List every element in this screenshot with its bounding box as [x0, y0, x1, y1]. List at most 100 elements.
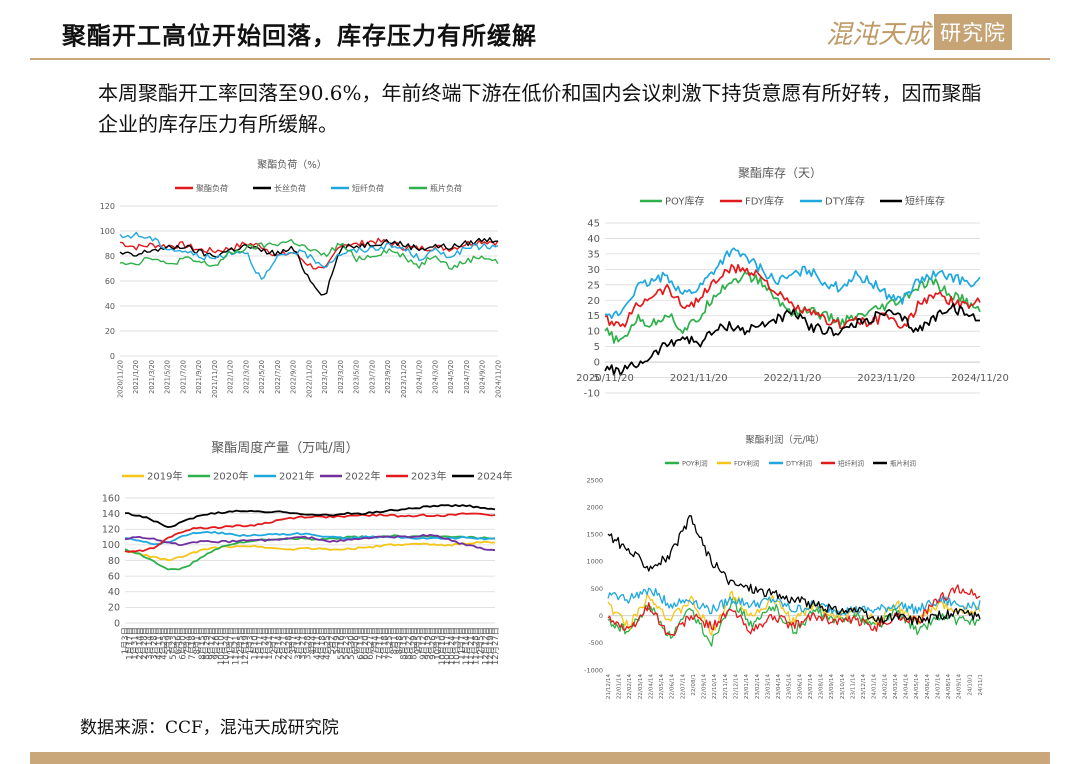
x-tick-label: 23/05/14	[787, 674, 793, 700]
x-tick-label: 10月17日	[442, 627, 452, 665]
x-tick-label: 23/06/14	[797, 674, 803, 700]
x-tick-label: 3月14日	[144, 627, 154, 660]
x-tick-label: 24/03/14	[893, 674, 899, 700]
y-tick-label: 100	[102, 540, 120, 551]
x-tick-label: 21/12/14	[606, 674, 612, 700]
series-line-2	[604, 247, 981, 320]
y-tick-label: -10	[584, 389, 600, 400]
y-tick-label: 120	[102, 525, 120, 536]
x-tick-label: 23/04/14	[776, 674, 782, 700]
y-tick-label: 2500	[586, 476, 603, 484]
y-tick-label: 80	[108, 556, 120, 567]
x-tick-label: 9月12日	[418, 627, 428, 660]
x-tick-label: 2021/1/20	[132, 360, 140, 394]
series-line-1	[604, 263, 981, 330]
x-tick-label: 1月3日	[245, 627, 255, 654]
x-tick-label: 9月26日	[211, 627, 221, 660]
legend-label: 短纤利润	[838, 458, 864, 467]
x-tick-label: 7月4日	[182, 627, 192, 654]
legend-label: POY利润	[682, 458, 708, 467]
x-tick-label: 3月28日	[303, 627, 313, 660]
x-tick-label: 23/08/14	[819, 674, 825, 700]
x-tick-label: 1月31日	[130, 627, 140, 660]
x-tick-label: 2022/11/20	[305, 360, 313, 398]
series-line-4	[124, 512, 496, 553]
x-tick-label: 2020/11/20	[116, 360, 124, 398]
x-tick-label: 2021/11/20	[211, 360, 219, 398]
x-tick-label: 2024/9/20	[479, 360, 487, 394]
x-tick-label: 10月31日	[452, 627, 462, 665]
legend-label: FDY利润	[734, 458, 759, 467]
x-tick-label: 2022/5/20	[258, 360, 266, 394]
chart-title: 聚酯利润（元/吨）	[745, 434, 824, 446]
x-tick-label: 23/07/14	[808, 674, 814, 700]
x-tick-label: 2023/11/20	[400, 360, 408, 398]
y-tick-label: 120	[100, 202, 115, 211]
x-tick-label: 23/11/14	[850, 674, 856, 700]
y-tick-label: -1000	[584, 666, 603, 674]
x-tick-label: 24/11/1	[978, 674, 984, 696]
x-tick-label: 1月31日	[264, 627, 274, 660]
x-axis: 21/12/14 22/01/14 22/02/14 22/03/14 22/04/14…	[606, 674, 984, 700]
x-tick-label: 24/05/14	[914, 674, 920, 700]
x-tick-label: 11月28日	[471, 627, 481, 665]
x-tick-label: 23/12/14	[861, 674, 867, 700]
x-tick-label: 11月21日	[231, 627, 241, 665]
series-line-1	[124, 534, 496, 571]
x-tick-label: 6月27日	[365, 627, 375, 660]
x-tick-label: 5月9日	[331, 627, 341, 654]
y-tick-label: 80	[105, 252, 115, 261]
x-tick-label: 4月11日	[154, 627, 164, 660]
x-tick-label: 4月11日	[312, 627, 322, 660]
x-tick-label: 8月29日	[202, 627, 212, 660]
legend-label: 长丝负荷	[274, 183, 306, 193]
series-line-4	[607, 515, 981, 626]
x-tick-label: 24/04/14	[904, 674, 910, 700]
x-tick-label: 12月19日	[240, 627, 250, 665]
x-tick-label: 22/04/14	[649, 674, 655, 700]
x-tick-label: 7月25日	[384, 627, 394, 660]
x-tick-label: 23/03/14	[765, 674, 771, 700]
y-tick-label: 2000	[586, 503, 603, 511]
x-tick-label: 2023/9/20	[384, 360, 392, 394]
legend-label: 2019年	[147, 470, 182, 483]
y-tick-label: 15	[587, 311, 600, 322]
data-source: 数据来源：CCF，混沌天成研究院	[80, 718, 339, 738]
x-tick-label: 2021/5/20	[164, 360, 172, 394]
y-tick-label: 60	[108, 571, 120, 582]
x-tick-label: 4月25日	[322, 627, 332, 660]
legend-label: FDY库存	[745, 195, 784, 208]
y-tick-label: 30	[587, 265, 600, 276]
y-tick-label: -5	[590, 373, 600, 384]
y-tick-label: 40	[108, 587, 120, 598]
x-tick-label: 5月30日	[346, 627, 356, 660]
legend-label: DTY库存	[825, 195, 865, 208]
x-tick-label: 2023/5/20	[353, 360, 361, 394]
chart-title: 聚酯库存（天）	[738, 165, 822, 180]
chart-legend: 2019年 2020年 2021年 2022年 2023年 2024年	[122, 470, 512, 483]
x-tick-label: 4月18日	[317, 627, 327, 660]
x-tick-label: 2023/11/20	[857, 373, 915, 384]
x-tick-label: 9月19日	[423, 627, 433, 660]
header-divider	[30, 58, 1050, 60]
x-tick-label: 2022/3/20	[242, 360, 250, 394]
y-tick-label: 10	[587, 327, 600, 338]
x-tick-label: 2022/11/20	[764, 373, 822, 384]
x-tick-label: 2024/11/20	[494, 360, 502, 398]
y-tick-label: 160	[102, 493, 120, 504]
x-tick-label: 12月5日	[235, 627, 245, 660]
x-tick-label: 11月14日	[461, 627, 471, 665]
x-tick-label: 11月7日	[226, 627, 236, 660]
series-line-2	[124, 530, 496, 546]
x-tick-label: 2022/1/20	[227, 360, 235, 394]
y-tick-label: 0	[599, 612, 603, 620]
x-tick-label: 9月26日	[428, 627, 438, 660]
x-tick-label: 10月10日	[437, 627, 447, 665]
legend-label: DTY利润	[786, 458, 812, 467]
x-tick-label: 2月14日	[274, 627, 284, 660]
x-tick-label: 10月3日	[432, 627, 442, 660]
company-logo: 混沌天成 研究院	[826, 12, 1030, 52]
y-tick-label: 20	[587, 296, 600, 307]
x-tick-label: 5月23日	[341, 627, 351, 660]
x-tick-label: 22/09/14	[702, 674, 708, 700]
